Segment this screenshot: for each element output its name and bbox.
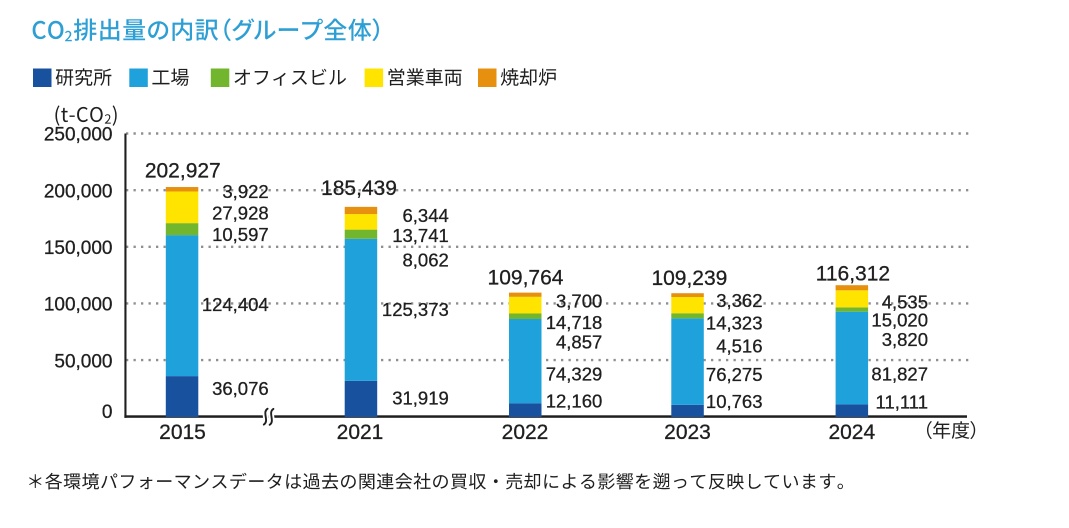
svg-text:202,927: 202,927 (145, 160, 221, 183)
svg-text:76,275: 76,275 (706, 364, 763, 385)
svg-text:3,362: 3,362 (716, 290, 762, 311)
svg-text:4,857: 4,857 (556, 332, 602, 353)
svg-text:27,928: 27,928 (212, 202, 269, 223)
svg-text:3,922: 3,922 (222, 181, 268, 202)
svg-text:124,404: 124,404 (202, 294, 269, 315)
svg-text:2022: 2022 (502, 421, 549, 444)
svg-text:200,000: 200,000 (44, 181, 113, 202)
svg-text:13,741: 13,741 (392, 225, 449, 246)
svg-text:109,764: 109,764 (488, 267, 564, 290)
svg-text:2015: 2015 (159, 421, 206, 444)
svg-text:31,919: 31,919 (392, 387, 449, 408)
svg-text:250,000: 250,000 (44, 125, 113, 146)
svg-text:2024: 2024 (828, 421, 875, 444)
svg-text:100,000: 100,000 (44, 295, 113, 316)
svg-text:109,239: 109,239 (651, 267, 727, 290)
svg-text:4,535: 4,535 (882, 292, 928, 313)
svg-text:12,160: 12,160 (546, 390, 603, 411)
svg-text:2021: 2021 (337, 421, 384, 444)
svg-text:50,000: 50,000 (54, 351, 112, 372)
svg-text:6,344: 6,344 (403, 205, 449, 226)
svg-text:11,111: 11,111 (876, 392, 928, 413)
svg-text:125,373: 125,373 (382, 299, 449, 320)
svg-text:3,820: 3,820 (882, 329, 928, 350)
svg-text:10,763: 10,763 (706, 391, 763, 412)
svg-text:36,076: 36,076 (212, 378, 269, 399)
svg-text:8,062: 8,062 (403, 249, 449, 270)
svg-text:14,323: 14,323 (706, 312, 763, 333)
svg-text:10,597: 10,597 (212, 224, 269, 245)
svg-text:3,700: 3,700 (556, 291, 602, 312)
svg-text:81,827: 81,827 (871, 364, 928, 385)
svg-text:116,312: 116,312 (816, 263, 890, 286)
svg-text:185,439: 185,439 (321, 177, 397, 200)
svg-text:2023: 2023 (664, 421, 711, 444)
svg-text:74,329: 74,329 (546, 363, 603, 384)
svg-text:0: 0 (102, 402, 113, 423)
svg-text:150,000: 150,000 (44, 238, 113, 259)
svg-text:15,020: 15,020 (871, 309, 928, 330)
svg-text:14,718: 14,718 (546, 312, 603, 333)
svg-text:4,516: 4,516 (716, 336, 762, 357)
